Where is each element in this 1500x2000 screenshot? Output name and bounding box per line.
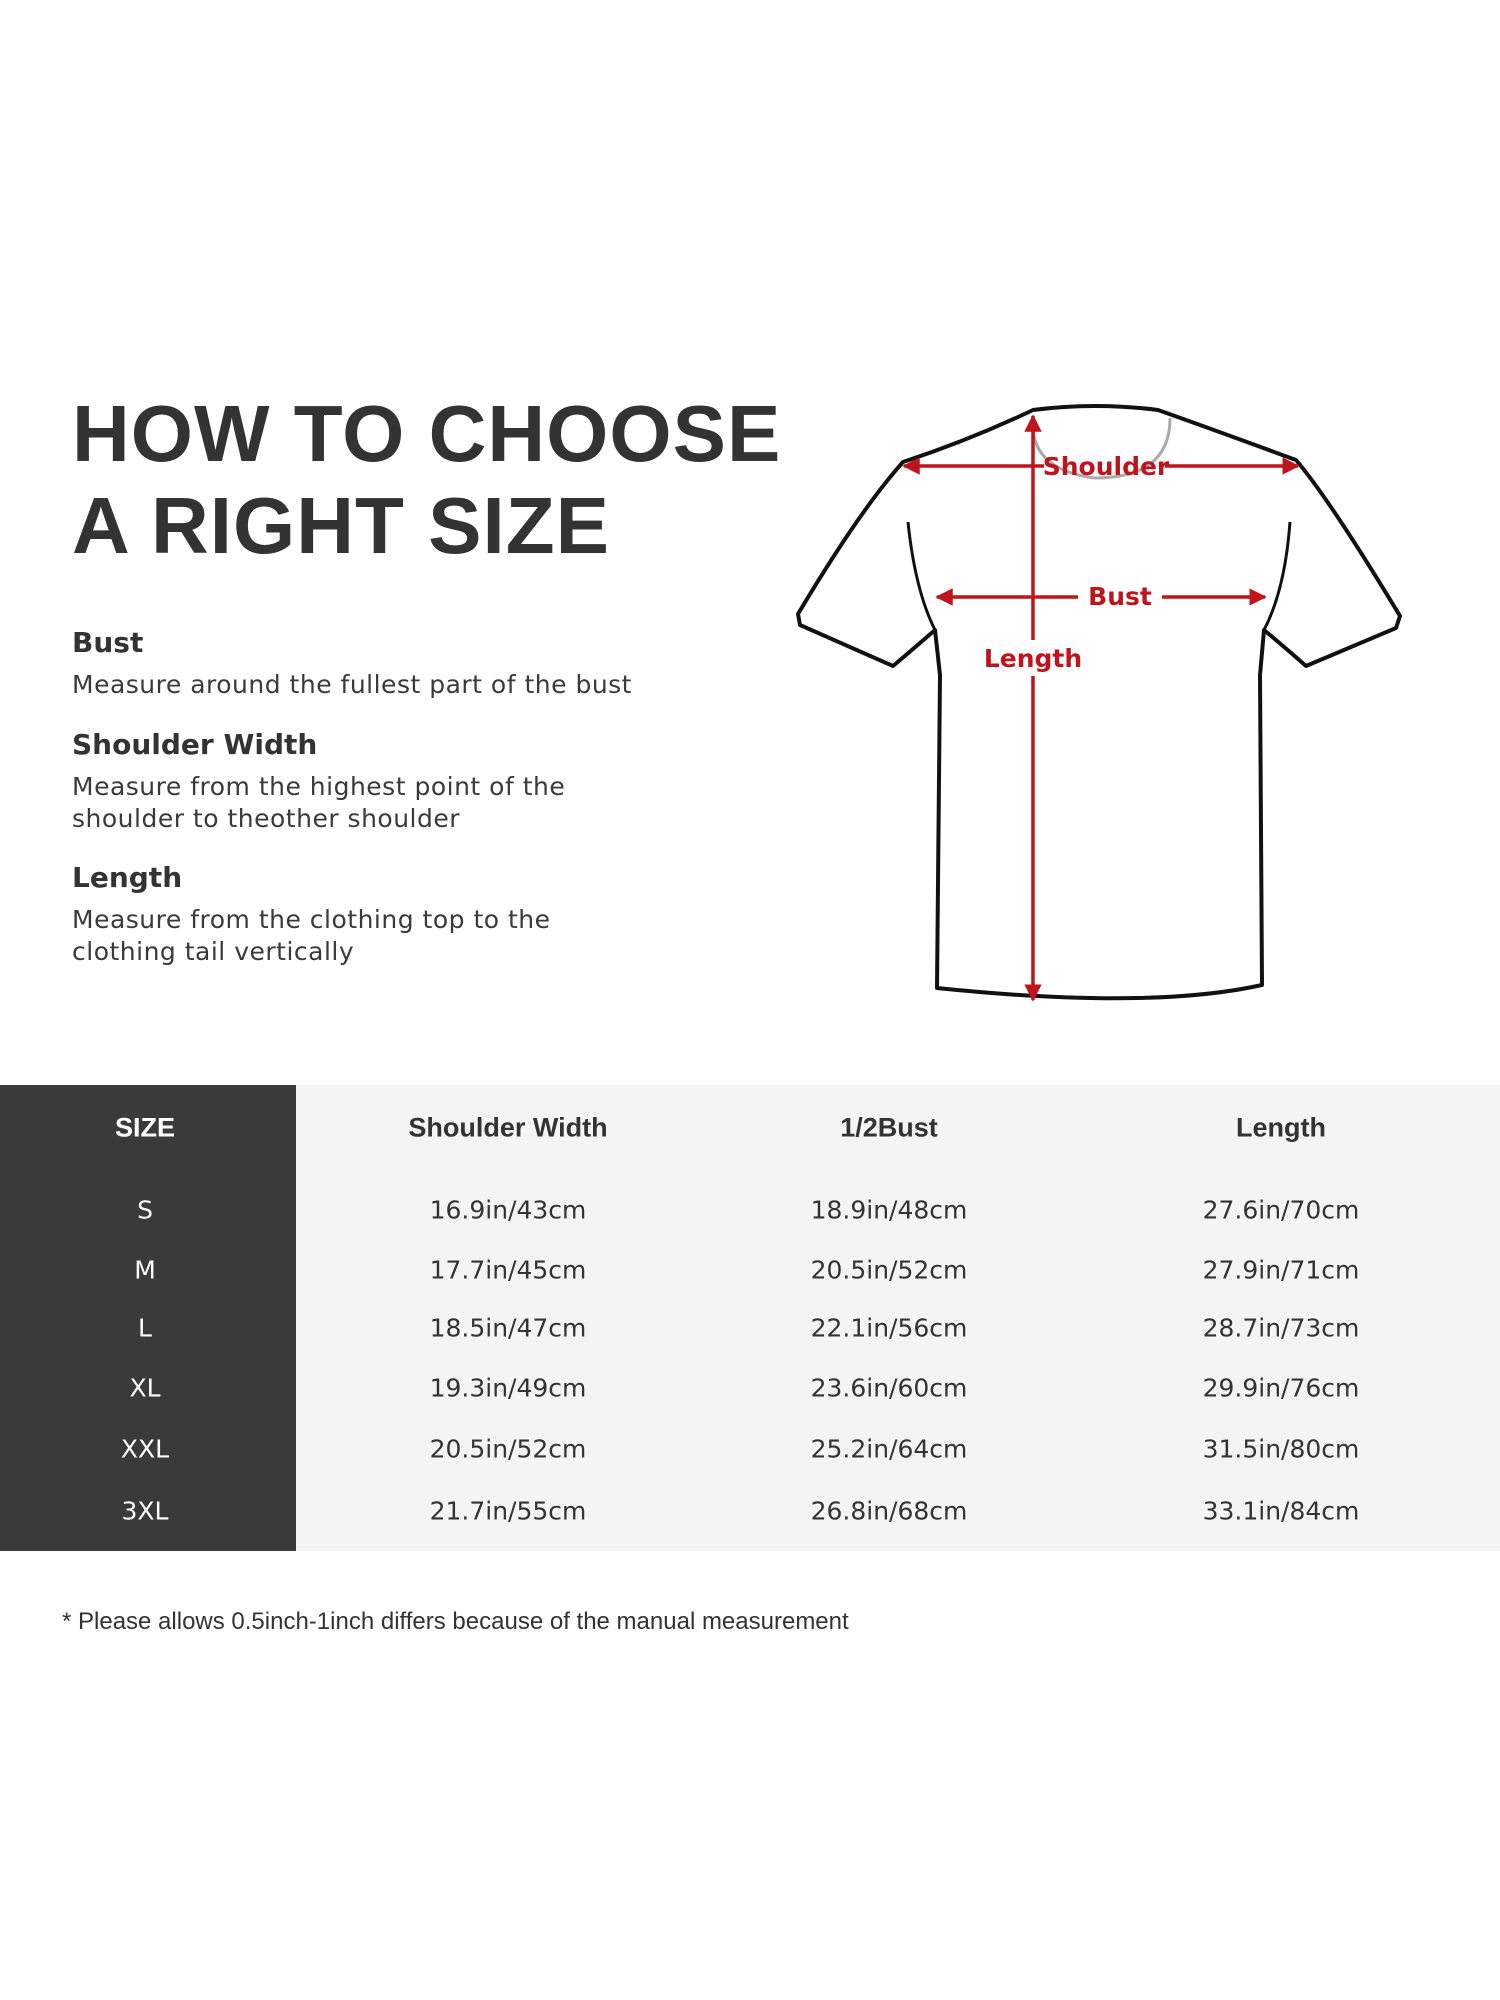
measurement-note: * Please allows 0.5inch-1inch differs be… [62,1608,849,1635]
desc-line: Measure from the clothing top to the [72,905,551,934]
title-line-1: HOW TO CHOOSE [72,389,782,478]
table-cell: 31.5in/80cm [1202,1434,1360,1464]
table-cell: 20.5in/52cm [429,1434,587,1464]
length-text: Length [984,644,1082,673]
size-table: SIZE Shoulder Width 1/2Bust Length S 16.9in/4… [0,1085,1500,1551]
desc-line: Measure from the highest point of the [72,772,566,801]
measure-arrows [902,414,1300,1002]
column-header: SIZE [114,1112,176,1143]
bust-text: Bust [1088,582,1152,611]
tshirt-diagram: Shoulder Bust Length [796,404,1402,1002]
table-cell: 20.5in/52cm [810,1255,968,1285]
table-cell: 27.9in/71cm [1202,1255,1360,1285]
table-cell: 23.6in/60cm [810,1373,968,1403]
table-cell: 25.2in/64cm [810,1434,968,1464]
size-cell: M [134,1255,156,1285]
length-label: Length [72,861,183,894]
desc-line: Measure around the fullest part of the b… [72,670,632,699]
size-column [0,1085,296,1551]
table-cell: 29.9in/76cm [1202,1373,1360,1403]
table-cell: 33.1in/84cm [1202,1496,1360,1526]
size-cell: L [138,1313,152,1343]
table-cell: 17.7in/45cm [429,1255,587,1285]
table-cell: 18.5in/47cm [429,1313,587,1343]
desc-line: clothing tail vertically [72,937,355,966]
table-cell: 21.7in/55cm [429,1496,587,1526]
shoulder-text: Shoulder [1043,452,1170,481]
column-header: Shoulder Width [408,1112,608,1143]
title-line-2: A RIGHT SIZE [72,481,610,570]
table-cell: 19.3in/49cm [429,1373,587,1403]
table-cell: 18.9in/48cm [810,1195,968,1225]
table-cell: 28.7in/73cm [1202,1313,1360,1343]
tshirt-outline [796,404,1402,1001]
size-cell: XL [129,1373,161,1403]
shoulder-width-label: Shoulder Width [72,728,318,761]
size-cell: XXL [120,1434,170,1464]
column-header: 1/2Bust [840,1112,938,1143]
bust-label: Bust [72,626,144,659]
table-cell: 16.9in/43cm [429,1195,587,1225]
shoulder-width-desc: Measure from the highest point of the sh… [72,771,565,835]
page-title: HOW TO CHOOSE A RIGHT SIZE [72,388,781,572]
size-cell: S [137,1195,153,1225]
table-cell: 27.6in/70cm [1202,1195,1360,1225]
table-cell: 26.8in/68cm [810,1496,968,1526]
bust-desc: Measure around the fullest part of the b… [72,669,632,701]
table-cell: 22.1in/56cm [810,1313,968,1343]
length-desc: Measure from the clothing top to the clo… [72,904,551,968]
column-header: Length [1236,1112,1326,1143]
desc-line: shoulder to theother shoulder [72,804,461,833]
size-cell: 3XL [121,1496,169,1526]
